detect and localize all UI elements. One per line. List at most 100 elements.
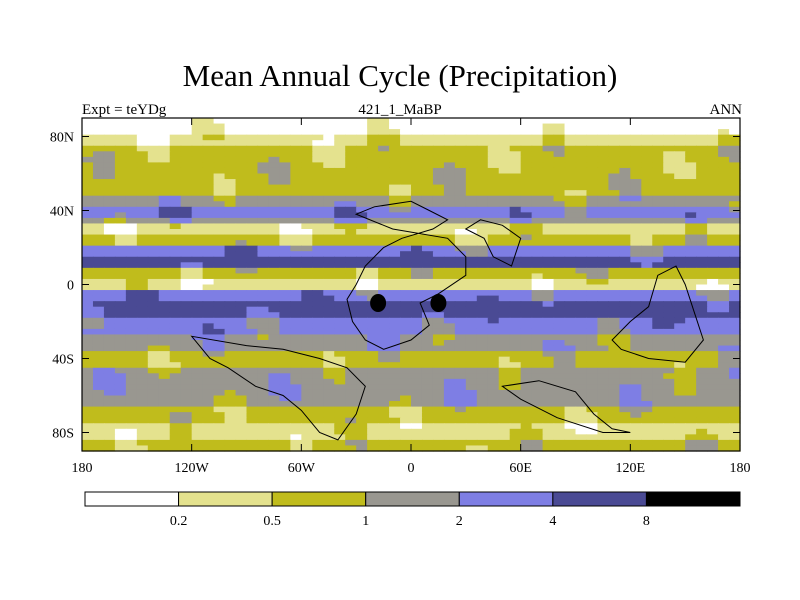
map-cell: [202, 167, 215, 175]
map-cell: [553, 256, 566, 263]
map-cell: [400, 223, 412, 230]
map-cell: [224, 367, 237, 374]
map-cell: [334, 328, 346, 336]
map-cell: [246, 234, 259, 241]
map-cell: [454, 334, 467, 341]
map-cell: [367, 273, 379, 280]
map-cell: [246, 173, 259, 180]
map-cell: [191, 234, 204, 241]
map-cell: [82, 217, 94, 225]
map-cell: [641, 217, 653, 225]
map-cell: [411, 384, 423, 391]
map-cell: [619, 201, 631, 208]
map-cell: [158, 151, 171, 158]
map-cell: [630, 229, 642, 236]
map-cell: [487, 417, 500, 424]
map-cell: [531, 123, 544, 130]
map-cell: [169, 312, 182, 319]
map-cell: [323, 118, 335, 125]
map-cell: [202, 384, 215, 391]
map-cell: [345, 184, 357, 191]
map-cell: [169, 295, 182, 302]
map-cell: [509, 167, 522, 175]
map-cell: [191, 190, 204, 197]
map-cell: [498, 445, 511, 452]
map-cell: [279, 345, 291, 352]
map-cell: [202, 351, 215, 358]
map-cell: [542, 345, 555, 352]
map-cell: [191, 212, 204, 219]
map-cell: [674, 184, 686, 191]
map-cell: [92, 384, 105, 391]
map-cell: [147, 134, 160, 141]
map-cell: [92, 156, 105, 163]
map-cell: [564, 145, 577, 152]
map-cell: [125, 123, 138, 130]
map-cell: [652, 323, 664, 330]
map-cell: [542, 118, 555, 125]
map-cell: [465, 278, 478, 286]
map-cell: [498, 301, 511, 308]
map-cell: [147, 295, 160, 302]
map-cell: [696, 140, 708, 147]
map-cell: [443, 445, 456, 452]
map-cell: [92, 134, 105, 141]
map-cell: [268, 417, 280, 424]
map-cell: [158, 156, 171, 163]
map-cell: [729, 245, 741, 252]
map-cell: [608, 290, 620, 297]
map-cell: [290, 134, 302, 141]
map-cell: [509, 317, 522, 324]
map-cell: [542, 190, 555, 197]
map-cell: [367, 195, 379, 202]
map-cell: [520, 162, 533, 169]
map-cell: [608, 256, 620, 263]
map-cell: [531, 212, 544, 219]
map-cell: [334, 162, 346, 169]
map-cell: [180, 412, 193, 419]
map-cell: [290, 245, 302, 252]
map-cell: [718, 378, 730, 385]
map-cell: [202, 412, 215, 419]
map-cell: [290, 206, 302, 213]
map-cell: [400, 206, 412, 213]
map-cell: [586, 190, 599, 197]
map-cell: [103, 167, 116, 175]
map-cell: [367, 134, 379, 141]
map-cell: [378, 401, 390, 408]
map-cell: [257, 145, 270, 152]
map-cell: [619, 312, 631, 319]
map-cell: [586, 162, 599, 169]
map-cell: [147, 306, 160, 313]
map-cell: [465, 395, 478, 402]
map-cell: [257, 234, 270, 241]
map-cell: [158, 428, 171, 435]
map-cell: [378, 229, 390, 236]
map-cell: [246, 312, 259, 319]
map-cell: [268, 123, 280, 130]
map-cell: [586, 240, 599, 247]
map-cell: [443, 256, 456, 263]
map-cell: [674, 195, 686, 202]
map-cell: [476, 278, 489, 286]
map-cell: [729, 190, 741, 197]
map-cell: [674, 328, 686, 336]
map-cell: [707, 295, 719, 302]
map-cell: [575, 378, 588, 385]
map-cell: [367, 229, 379, 236]
map-cell: [312, 145, 324, 152]
map-cell: [125, 290, 138, 297]
map-cell: [663, 256, 675, 263]
map-cell: [630, 134, 642, 141]
map-cell: [465, 234, 478, 241]
map-cell: [389, 195, 401, 202]
map-cell: [323, 162, 335, 169]
map-cell: [575, 262, 588, 269]
map-cell: [82, 295, 94, 302]
map-cell: [729, 317, 741, 324]
map-cell: [718, 284, 730, 291]
map-cell: [487, 323, 500, 330]
map-cell: [652, 173, 664, 180]
map-cell: [213, 179, 226, 186]
map-cell: [553, 395, 566, 402]
